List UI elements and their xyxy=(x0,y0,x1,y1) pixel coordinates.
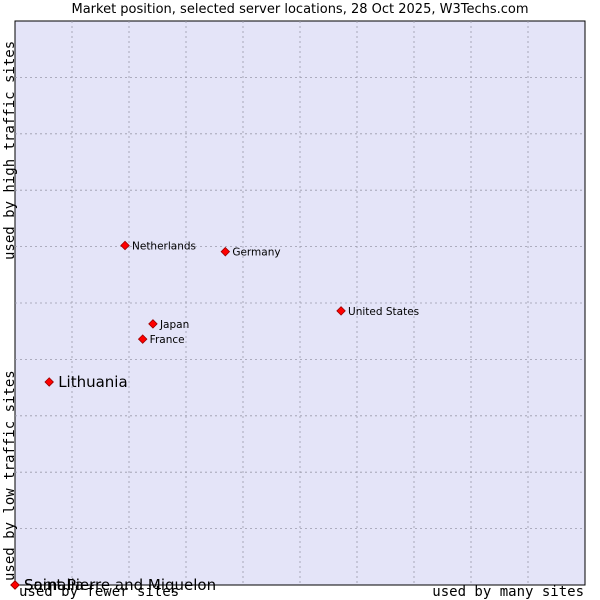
data-point-label: United States xyxy=(348,306,419,318)
x-axis-label-high: used by many sites xyxy=(432,584,584,600)
data-point-label: Saint Pierre and Miquelon xyxy=(24,576,216,594)
grid-lines xyxy=(15,21,585,585)
chart-title: Market position, selected server locatio… xyxy=(71,2,529,17)
data-point-marker xyxy=(336,306,346,316)
data-point-marker xyxy=(120,240,130,251)
data-point-label: Netherlands xyxy=(132,240,196,252)
data-point-marker xyxy=(220,246,231,257)
y-axis-label-low: used by low traffic sites xyxy=(2,370,18,581)
data-point-label: France xyxy=(150,334,185,346)
data-point-label: Lithuania xyxy=(58,373,127,391)
data-point-marker xyxy=(44,377,54,387)
data-point-label: Germany xyxy=(232,247,280,259)
y-axis-label-high: used by high traffic sites xyxy=(2,40,18,260)
data-point-marker xyxy=(137,334,148,344)
data-points: Netherlands Germany United States Japan Fran… xyxy=(10,240,419,594)
data-point-marker xyxy=(10,580,20,590)
data-point-label: Somalia xyxy=(24,576,84,594)
data-point-label: Japan xyxy=(159,319,189,331)
x-axis-label-low: used by fewer sites xyxy=(19,584,180,600)
data-point-marker xyxy=(148,319,158,329)
